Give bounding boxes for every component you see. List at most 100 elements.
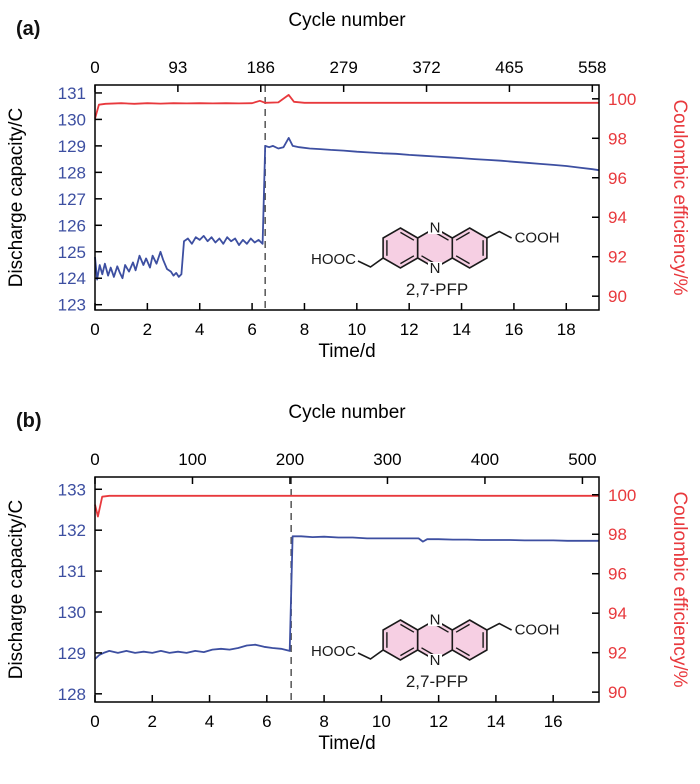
x-bottom-tick-label: 18: [557, 320, 576, 339]
y-left-tick-label: 126: [58, 216, 86, 235]
cooh-label: COOH: [515, 622, 560, 639]
x-bottom-tick-label: 6: [247, 320, 256, 339]
y-right-tick-label: 96: [608, 565, 627, 584]
nitrogen-top-label: N: [430, 220, 441, 237]
y-left-tick-label: 130: [58, 603, 86, 622]
y-left-axis-title: Discharge capacity/C: [6, 500, 27, 680]
molecule-name-label: 2,7-PFP: [406, 280, 468, 299]
y-left-axis-title: Discharge capacity/C: [6, 108, 27, 288]
nitrogen-top-bg: [428, 221, 442, 234]
molecule-structure-svg: N N HOOC COOH 2,7-PFP: [311, 612, 560, 692]
x-bottom-tick-label: 10: [372, 712, 391, 731]
y-right-tick-label: 100: [608, 486, 636, 505]
molecule-inset-a: N N HOOC COOH 2,7-PFP: [285, 200, 585, 300]
x-top-tick-label: 500: [568, 450, 596, 469]
y-left-tick-label: 129: [58, 644, 86, 663]
y-right-tick-label: 96: [608, 169, 627, 188]
coulombic-efficiency-series: [94, 94, 599, 119]
x-top-tick-label: 0: [90, 450, 99, 469]
nitrogen-bottom-bg: [428, 654, 442, 667]
nitrogen-top-bg: [428, 613, 442, 626]
x-bottom-tick-label: 12: [429, 712, 448, 731]
x-top-tick-label: 400: [471, 450, 499, 469]
y-right-tick-label: 100: [608, 90, 636, 109]
panel-b: 0 2 4 6 8 10 12 14 16 0 100 200 300 400 500 128 129 130 13…: [0, 392, 700, 784]
y-right-tick-label: 92: [608, 248, 627, 267]
y-left-tick-label: 131: [58, 562, 86, 581]
x-top-tick-label: 0: [90, 58, 99, 77]
nitrogen-bottom-label: N: [430, 652, 441, 669]
x-top-tick-label: 200: [276, 450, 304, 469]
nitrogen-bottom-bg: [428, 262, 442, 275]
x-bottom-tick-label: 12: [400, 320, 419, 339]
y-right-tick-label: 98: [608, 525, 627, 544]
x-top-tick-label: 465: [495, 58, 523, 77]
y-right-axis-title: Coulombic efficiency/%: [669, 491, 690, 687]
nitrogen-bottom-label: N: [430, 260, 441, 277]
x-axis-title: Time/d: [318, 341, 375, 362]
y-right-axis-title: Coulombic efficiency/%: [669, 99, 690, 295]
x-bottom-tick-label: 16: [504, 320, 523, 339]
molecule-inset-b: N N HOOC COOH 2,7-PFP: [285, 592, 585, 692]
discharge-capacity-series: [94, 535, 599, 660]
double-bond-lines: [386, 231, 484, 265]
x-bottom-tick-label: 14: [486, 712, 505, 731]
coulombic-efficiency-series: [94, 494, 599, 518]
benzene-ring-right: [451, 619, 488, 661]
y-left-tick-label: 123: [58, 296, 86, 315]
panel-a-label: (a): [16, 18, 41, 40]
hooc-label: HOOC: [311, 251, 356, 268]
y-left-tick-label: 130: [58, 110, 86, 129]
x-bottom-tick-label: 4: [205, 712, 214, 731]
y-left-tick-label: 125: [58, 243, 86, 262]
x-bottom-tick-label: 2: [148, 712, 157, 731]
x-bottom-tick-label: 0: [90, 712, 99, 731]
chart-b-canvas: 0 2 4 6 8 10 12 14 16 0 100 200 300 400 500 128 129 130 13…: [6, 402, 690, 754]
x-top-tick-label: 186: [247, 58, 275, 77]
discharge-capacity-series: [94, 137, 600, 281]
x-bottom-tick-label: 16: [544, 712, 563, 731]
x-top-tick-label: 279: [329, 58, 357, 77]
y-left-tick-label: 132: [58, 521, 86, 540]
x-top-tick-label: 372: [412, 58, 440, 77]
x-top-tick-label: 93: [168, 58, 187, 77]
y-left-tick-label: 133: [58, 480, 86, 499]
propionic-side-chains: [357, 622, 512, 660]
y-right-tick-label: 92: [608, 644, 627, 663]
y-left-tick-label: 127: [58, 190, 86, 209]
x-bottom-tick-label: 2: [143, 320, 152, 339]
top-axis-title: Cycle number: [288, 402, 406, 423]
x-bottom-tick-label: 4: [195, 320, 204, 339]
plot-frame: [94, 476, 600, 703]
y-left-tick-label: 128: [58, 163, 86, 182]
y-right-tick-label: 90: [608, 683, 627, 702]
molecule-structure-svg: N N HOOC COOH 2,7-PFP: [311, 220, 560, 300]
benzene-ring-left: [382, 619, 419, 661]
chart-a-canvas: 0 2 4 6 8 10 12 14 16 18 0 93 186 279 372 465 558 123 124 1…: [6, 10, 690, 362]
x-bottom-tick-label: 14: [452, 320, 471, 339]
y-right-tick-label: 94: [608, 604, 627, 623]
x-axis-title: Time/d: [318, 733, 375, 754]
molecule-name-label: 2,7-PFP: [406, 672, 468, 691]
benzene-ring-right: [451, 227, 488, 269]
y-left-tick-label: 131: [58, 84, 86, 103]
x-bottom-tick-label: 8: [319, 712, 328, 731]
y-left-tick-label: 124: [58, 269, 86, 288]
y-left-tick-label: 129: [58, 137, 86, 156]
cooh-label: COOH: [515, 230, 560, 247]
panel-b-label: (b): [16, 410, 42, 432]
plot-frame: [94, 84, 600, 311]
y-right-tick-label: 90: [608, 287, 627, 306]
y-right-tick-label: 98: [608, 129, 627, 148]
top-axis-title: Cycle number: [288, 10, 406, 31]
x-top-tick-label: 300: [373, 450, 401, 469]
x-bottom-tick-label: 0: [90, 320, 99, 339]
x-bottom-tick-label: 10: [347, 320, 366, 339]
y-left-tick-label: 128: [58, 685, 86, 704]
y-right-tick-label: 94: [608, 208, 627, 227]
x-bottom-tick-label: 6: [262, 712, 271, 731]
x-top-tick-label: 558: [578, 58, 606, 77]
benzene-ring-left: [382, 227, 419, 269]
x-bottom-tick-label: 8: [300, 320, 309, 339]
propionic-side-chains: [357, 230, 512, 268]
